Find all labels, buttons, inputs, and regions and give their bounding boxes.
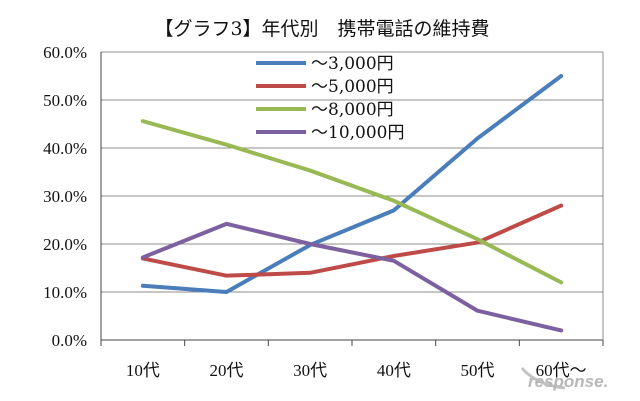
y-tick-label: 10.0% [43,283,87,302]
watermark-text: response. [528,372,608,391]
y-tick-label: 40.0% [43,139,87,158]
y-axis-ticks: 0.0% 10.0% 20.0% 30.0% 40.0% 50.0% 60.0% [43,43,87,350]
grid [100,51,604,346]
legend: ～3,000円 ～5,000円 ～8,000円 ～10,000円 [256,54,404,143]
series-line [140,119,564,285]
x-tick-label: 60代～ [536,361,587,380]
x-axis-ticks: 10代 20代 30代 40代 50代 60代～ [126,361,587,380]
x-tick-label: 30代 [293,361,327,380]
x-tick-label: 10代 [126,361,160,380]
chart-title: 【グラフ3】年代別 携帯電話の維持費 [154,18,489,40]
legend-label: ～3,000円 [311,54,394,74]
legend-label: ～8,000円 [311,100,394,120]
legend-label: ～5,000円 [311,77,394,97]
y-tick-label: 60.0% [43,43,87,62]
legend-label: ～10,000円 [311,123,404,143]
watermark-logo: response. [520,367,608,391]
y-tick-label: 0.0% [52,331,87,350]
watermark-swoosh [520,367,566,390]
series-line [140,221,564,333]
x-tick-label: 50代 [461,361,495,380]
series-lines [140,74,564,333]
series-line [140,74,564,294]
y-tick-label: 30.0% [43,187,87,206]
x-tick-label: 40代 [377,361,411,380]
series-line [140,203,564,278]
y-tick-label: 50.0% [43,91,87,110]
y-tick-label: 20.0% [43,235,87,254]
x-tick-label: 20代 [210,361,244,380]
